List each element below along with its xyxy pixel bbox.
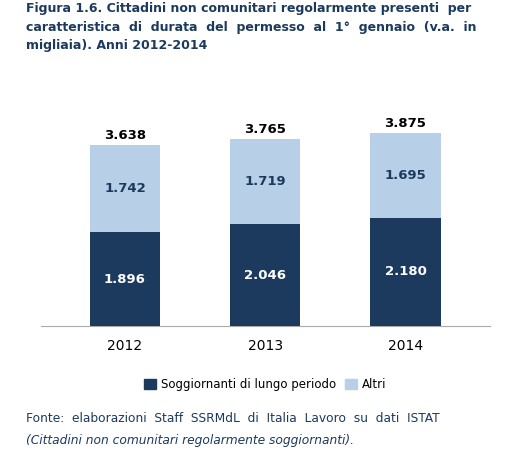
Legend: Soggiornanti di lungo periodo, Altri: Soggiornanti di lungo periodo, Altri xyxy=(142,376,388,394)
Text: Fonte:  elaborazioni  Staff  SSRMdL  di  Italia  Lavoro  su  dati  ISTAT: Fonte: elaborazioni Staff SSRMdL di Ital… xyxy=(25,412,438,425)
Text: 3.638: 3.638 xyxy=(104,129,146,142)
Text: 2.180: 2.180 xyxy=(384,266,426,279)
Text: 3.875: 3.875 xyxy=(384,117,426,130)
Text: Figura 1.6. Cittadini non comunitari regolarmente presenti  per
caratteristica  : Figura 1.6. Cittadini non comunitari reg… xyxy=(25,2,475,52)
Text: 2.046: 2.046 xyxy=(244,269,286,282)
Text: 3.765: 3.765 xyxy=(244,123,286,136)
Bar xyxy=(230,139,300,224)
Bar xyxy=(90,145,160,232)
Bar xyxy=(90,232,160,326)
Bar xyxy=(370,133,440,218)
Bar xyxy=(230,224,300,326)
Text: 1.695: 1.695 xyxy=(384,169,426,182)
Text: 1.896: 1.896 xyxy=(104,273,146,286)
Text: 1.742: 1.742 xyxy=(104,182,146,195)
Bar xyxy=(370,218,440,326)
Text: (Cittadini non comunitari regolarmente soggiornanti).: (Cittadini non comunitari regolarmente s… xyxy=(25,434,353,447)
Text: 1.719: 1.719 xyxy=(244,175,286,188)
